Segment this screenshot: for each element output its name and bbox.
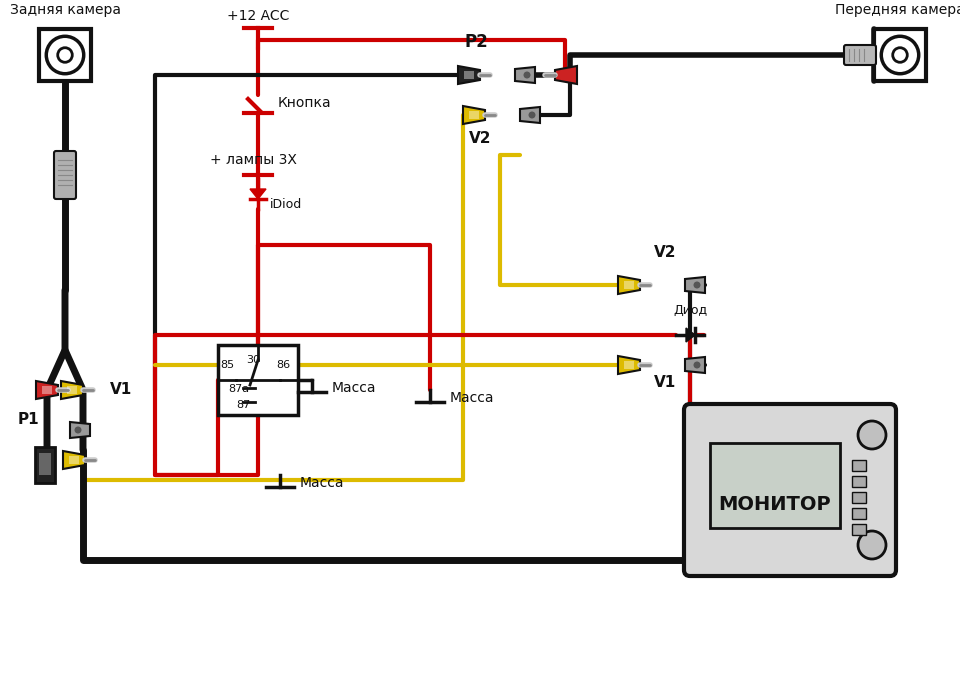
Bar (39, 29, 91, 81)
Bar (874, 29, 926, 81)
Text: + лампы 3X: + лампы 3X (210, 153, 297, 167)
Polygon shape (70, 422, 90, 438)
Text: P2: P2 (465, 33, 489, 51)
Polygon shape (63, 451, 85, 469)
Bar (852, 492, 866, 503)
Text: 86: 86 (276, 360, 290, 370)
Polygon shape (250, 189, 266, 199)
Circle shape (693, 361, 701, 368)
Circle shape (858, 421, 886, 449)
Circle shape (46, 36, 84, 74)
Text: Масса: Масса (332, 381, 376, 395)
Circle shape (523, 71, 531, 78)
Circle shape (858, 531, 886, 559)
Polygon shape (458, 66, 480, 84)
Bar (852, 476, 866, 487)
Text: +12 ACC: +12 ACC (227, 9, 289, 23)
Polygon shape (618, 356, 640, 374)
Text: Диод: Диод (673, 304, 708, 317)
Bar (464, 71, 474, 79)
Text: Масса: Масса (300, 476, 345, 490)
Bar (852, 460, 866, 471)
Text: 30: 30 (246, 355, 260, 365)
Text: iDiod: iDiod (270, 199, 302, 211)
Text: Масса: Масса (450, 391, 494, 405)
Circle shape (693, 281, 701, 288)
Circle shape (881, 36, 919, 74)
Polygon shape (555, 66, 577, 84)
Bar (852, 524, 866, 535)
Polygon shape (36, 381, 58, 399)
Text: 85: 85 (220, 360, 234, 370)
Polygon shape (520, 107, 540, 123)
Text: 87a: 87a (228, 384, 250, 394)
FancyBboxPatch shape (54, 151, 76, 199)
Bar (710, 442, 840, 528)
Bar (218, 345, 298, 415)
Polygon shape (686, 328, 695, 342)
Polygon shape (61, 381, 83, 399)
Circle shape (893, 48, 907, 62)
Text: P1: P1 (18, 412, 39, 428)
Text: V1: V1 (654, 375, 676, 390)
Bar (624, 361, 634, 369)
Circle shape (75, 426, 82, 433)
Text: Задняя камера: Задняя камера (10, 3, 121, 17)
Text: Передняя камера: Передняя камера (835, 3, 960, 17)
Circle shape (529, 111, 536, 118)
Text: МОНИТОР: МОНИТОР (719, 496, 831, 514)
Bar (39, 453, 51, 475)
Text: Кнопка: Кнопка (278, 96, 331, 110)
FancyBboxPatch shape (684, 404, 896, 576)
Circle shape (58, 48, 72, 62)
Bar (852, 508, 866, 519)
Bar (42, 386, 52, 394)
FancyBboxPatch shape (844, 45, 876, 65)
Bar (67, 386, 77, 394)
Polygon shape (685, 357, 705, 373)
Text: V2: V2 (468, 131, 492, 146)
Bar (35, 447, 55, 483)
Bar (624, 281, 634, 289)
Text: V1: V1 (110, 382, 132, 398)
Polygon shape (515, 67, 535, 83)
Polygon shape (685, 277, 705, 293)
Text: V2: V2 (654, 245, 676, 260)
Text: 87: 87 (236, 400, 251, 410)
Bar (469, 111, 479, 119)
Polygon shape (618, 276, 640, 294)
Bar (69, 456, 79, 464)
Polygon shape (463, 106, 485, 124)
